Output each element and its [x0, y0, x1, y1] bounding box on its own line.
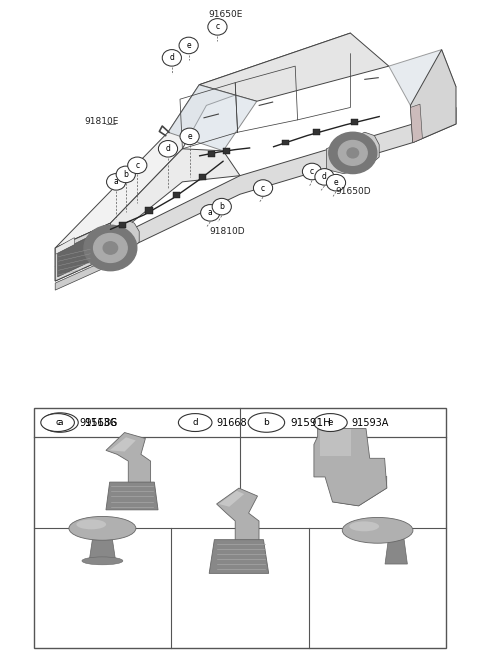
Text: c: c [55, 418, 60, 427]
Polygon shape [55, 258, 110, 290]
Polygon shape [320, 429, 351, 457]
Polygon shape [58, 236, 91, 277]
Polygon shape [209, 540, 269, 573]
Circle shape [103, 242, 118, 254]
Text: 91650D: 91650D [335, 187, 371, 196]
Circle shape [248, 413, 285, 432]
Polygon shape [82, 221, 139, 261]
Polygon shape [326, 133, 379, 174]
Circle shape [41, 413, 74, 432]
Circle shape [107, 174, 126, 190]
Text: 91591H: 91591H [290, 418, 331, 428]
Bar [351, 119, 358, 125]
Text: 91810D: 91810D [210, 226, 245, 236]
Polygon shape [410, 50, 456, 142]
Text: a: a [208, 209, 213, 217]
Circle shape [179, 37, 198, 54]
Circle shape [212, 198, 231, 215]
Bar [282, 140, 289, 146]
Polygon shape [55, 33, 350, 248]
Text: a: a [114, 177, 119, 186]
Text: d: d [322, 173, 327, 181]
Bar [145, 207, 153, 214]
Ellipse shape [349, 522, 379, 531]
Text: e: e [186, 41, 191, 50]
Circle shape [94, 234, 127, 262]
Polygon shape [168, 85, 257, 151]
Text: c: c [310, 167, 314, 176]
Polygon shape [106, 482, 158, 510]
Text: d: d [192, 418, 198, 427]
Circle shape [329, 133, 377, 174]
Polygon shape [199, 33, 389, 101]
Circle shape [162, 50, 181, 66]
Bar [119, 222, 126, 228]
Circle shape [338, 140, 367, 165]
Text: b: b [264, 418, 269, 427]
Circle shape [179, 413, 212, 432]
Polygon shape [389, 50, 456, 106]
Polygon shape [314, 428, 387, 506]
Circle shape [347, 148, 359, 158]
Ellipse shape [76, 520, 106, 529]
Text: c: c [135, 161, 139, 170]
Polygon shape [89, 532, 116, 562]
Circle shape [201, 205, 220, 221]
Text: d: d [166, 144, 170, 154]
Circle shape [208, 18, 227, 35]
Text: 91593A: 91593A [351, 418, 388, 428]
Ellipse shape [69, 516, 136, 541]
Polygon shape [385, 536, 408, 564]
Circle shape [302, 163, 322, 180]
Bar [223, 148, 230, 154]
Text: 91686: 91686 [84, 418, 117, 428]
Circle shape [326, 174, 346, 191]
Text: d: d [169, 53, 174, 62]
Ellipse shape [342, 518, 413, 543]
Polygon shape [55, 108, 456, 281]
Bar [208, 151, 215, 157]
Polygon shape [55, 149, 240, 266]
Circle shape [253, 180, 273, 196]
Text: e: e [328, 418, 333, 427]
Polygon shape [216, 488, 259, 542]
FancyBboxPatch shape [34, 408, 446, 648]
Polygon shape [219, 491, 244, 506]
Circle shape [315, 169, 334, 185]
Text: a: a [57, 418, 63, 427]
Circle shape [128, 157, 147, 174]
Polygon shape [55, 223, 110, 281]
Polygon shape [333, 476, 387, 506]
Text: e: e [334, 178, 338, 187]
Bar [199, 174, 206, 180]
Text: 91513G: 91513G [79, 418, 118, 428]
Circle shape [313, 413, 347, 432]
Text: c: c [216, 22, 219, 31]
Polygon shape [56, 237, 74, 254]
Polygon shape [106, 432, 151, 483]
Circle shape [180, 128, 199, 144]
Ellipse shape [82, 557, 123, 565]
Text: b: b [219, 202, 224, 211]
Text: e: e [187, 132, 192, 141]
Text: b: b [123, 170, 128, 179]
Text: c: c [261, 184, 265, 193]
Bar [173, 192, 180, 198]
Text: 91650E: 91650E [209, 10, 243, 18]
Circle shape [84, 225, 137, 271]
Polygon shape [410, 104, 422, 142]
Text: 91668: 91668 [217, 418, 247, 428]
Circle shape [116, 166, 135, 182]
Circle shape [158, 140, 178, 157]
Circle shape [42, 413, 78, 432]
Polygon shape [110, 438, 136, 451]
Text: 91810E: 91810E [84, 117, 119, 126]
Bar [313, 129, 320, 135]
